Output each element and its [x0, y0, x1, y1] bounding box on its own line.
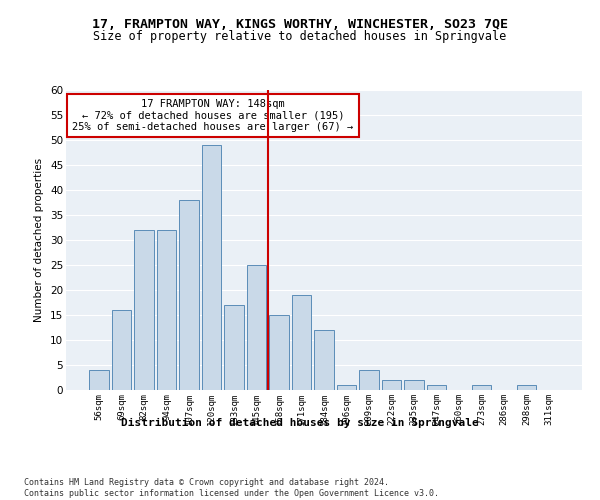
Bar [427, 385, 446, 390]
Bar [179, 200, 199, 390]
Bar [337, 385, 356, 390]
Text: 17 FRAMPTON WAY: 148sqm
← 72% of detached houses are smaller (195)
25% of semi-d: 17 FRAMPTON WAY: 148sqm ← 72% of detache… [73, 99, 353, 132]
Bar [247, 265, 266, 390]
Text: Contains HM Land Registry data © Crown copyright and database right 2024.
Contai: Contains HM Land Registry data © Crown c… [24, 478, 439, 498]
Bar [202, 145, 221, 390]
Bar [269, 315, 289, 390]
Bar [157, 230, 176, 390]
Bar [517, 385, 536, 390]
Bar [472, 385, 491, 390]
Bar [292, 295, 311, 390]
Text: Size of property relative to detached houses in Springvale: Size of property relative to detached ho… [94, 30, 506, 43]
Y-axis label: Number of detached properties: Number of detached properties [34, 158, 44, 322]
Bar [404, 380, 424, 390]
Bar [134, 230, 154, 390]
Bar [224, 305, 244, 390]
Bar [314, 330, 334, 390]
Text: 17, FRAMPTON WAY, KINGS WORTHY, WINCHESTER, SO23 7QE: 17, FRAMPTON WAY, KINGS WORTHY, WINCHEST… [92, 18, 508, 30]
Bar [112, 310, 131, 390]
Text: Distribution of detached houses by size in Springvale: Distribution of detached houses by size … [121, 418, 479, 428]
Bar [359, 370, 379, 390]
Bar [89, 370, 109, 390]
Bar [382, 380, 401, 390]
